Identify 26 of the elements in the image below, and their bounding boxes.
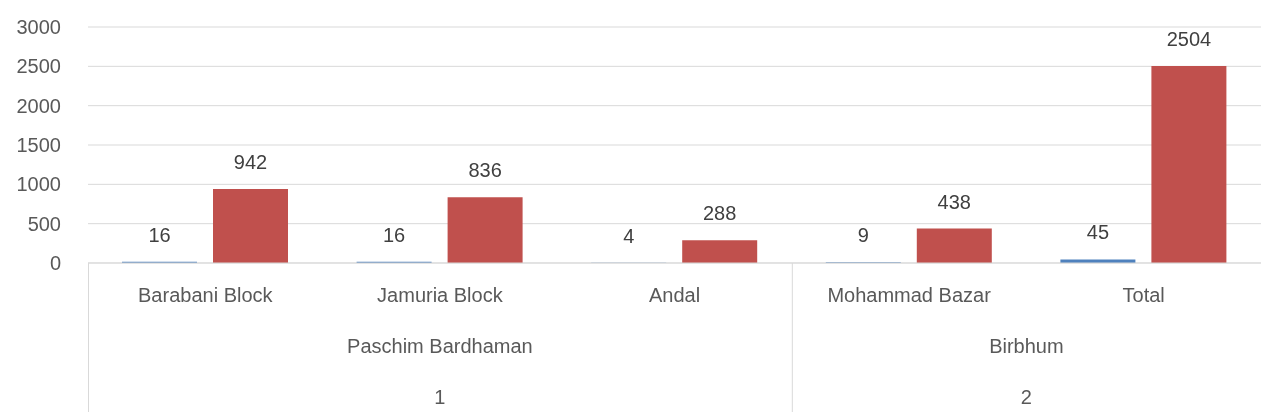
data-label: 2504 bbox=[1166, 28, 1212, 51]
data-label: 438 bbox=[937, 190, 971, 213]
y-tick-label: 500 bbox=[27, 212, 61, 235]
y-tick-label: 2000 bbox=[16, 94, 61, 117]
text: 2 bbox=[1020, 386, 1032, 408]
x-tick-label: Barabani Block bbox=[138, 284, 274, 307]
data-label: 9 bbox=[857, 224, 869, 247]
x-tick-label: Total bbox=[1122, 284, 1165, 307]
data-label: 942 bbox=[233, 150, 268, 173]
y-tick-label: 1500 bbox=[16, 134, 61, 157]
x-tick-label: Jamuria Block bbox=[377, 284, 504, 307]
data-label: 288 bbox=[703, 202, 737, 225]
text: Birbhum bbox=[989, 335, 1064, 357]
text: 1 bbox=[434, 386, 446, 408]
x-tick-label: Andal bbox=[648, 284, 701, 307]
data-label: 16 bbox=[382, 223, 406, 246]
data-label: 45 bbox=[1086, 221, 1110, 244]
y-tick-label: 1000 bbox=[16, 173, 61, 196]
y-tick-label: 2500 bbox=[16, 55, 61, 78]
y-tick-label: 0 bbox=[49, 252, 61, 275]
text: Paschim Bardhaman bbox=[347, 335, 533, 357]
x-tick-label: Mohammad Bazar bbox=[827, 284, 992, 307]
data-label: 836 bbox=[468, 159, 502, 182]
y-tick-label: 3000 bbox=[16, 16, 61, 39]
data-label: 4 bbox=[623, 224, 635, 247]
data-label: 16 bbox=[148, 223, 171, 246]
